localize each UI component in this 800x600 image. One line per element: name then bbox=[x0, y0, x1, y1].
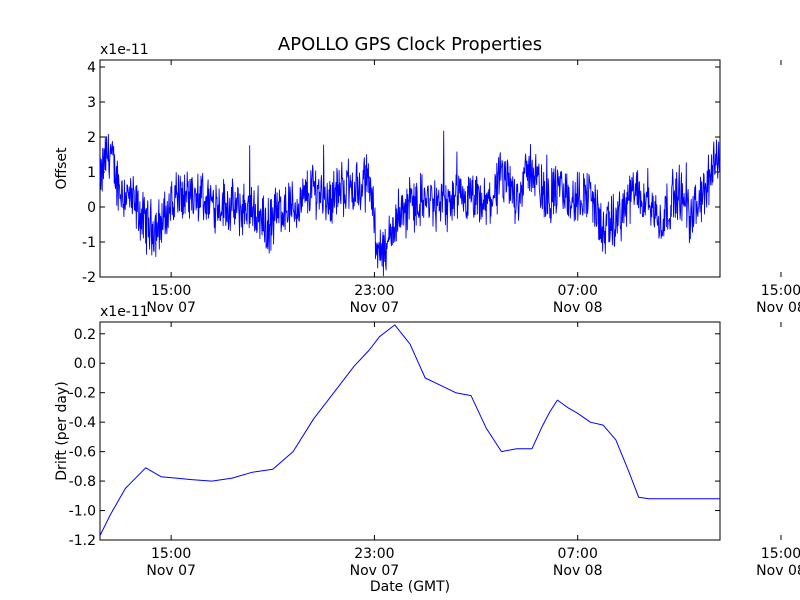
drift-xtick-time: 07:00 bbox=[558, 546, 598, 562]
offset-xtick-date: Nov 07 bbox=[350, 300, 400, 316]
x-axis-label: Date (GMT) bbox=[370, 579, 450, 595]
drift-ytick-label: 0.0 bbox=[74, 356, 96, 372]
drift-xtick-time: 23:00 bbox=[354, 546, 394, 562]
offset-xtick-date: Nov 08 bbox=[756, 300, 800, 316]
drift-ytick-label: -0.6 bbox=[69, 445, 96, 461]
drift-xtick-date: Nov 07 bbox=[146, 563, 196, 579]
offset-xtick-date: Nov 08 bbox=[553, 300, 603, 316]
offset-ytick-label: 2 bbox=[87, 130, 96, 146]
drift-axes-frame bbox=[99, 321, 721, 541]
offset-ytick-label: 4 bbox=[87, 60, 96, 76]
drift-xtick-date: Nov 07 bbox=[350, 563, 400, 579]
offset-ytick-label: 0 bbox=[87, 200, 96, 216]
drift-xtick-time: 15:00 bbox=[151, 546, 191, 562]
offset-ytick-label: 1 bbox=[87, 165, 96, 181]
drift-xtick-date: Nov 08 bbox=[756, 563, 800, 579]
offset-ytick-label: 3 bbox=[87, 95, 96, 111]
offset-xtick-time: 23:00 bbox=[354, 283, 394, 299]
drift-ytick-label: -1.0 bbox=[69, 504, 96, 520]
drift-xtick-date: Nov 08 bbox=[553, 563, 603, 579]
drift-y-multiplier: x1e-11 bbox=[100, 304, 149, 320]
offset-series-line bbox=[99, 130, 721, 277]
drift-ytick-label: -0.2 bbox=[69, 386, 96, 402]
drift-y-axis-label: Drift (per day) bbox=[54, 381, 70, 480]
offset-ytick-label: -2 bbox=[82, 270, 96, 286]
drift-series-line bbox=[99, 324, 720, 536]
drift-xtick-time: 15:00 bbox=[761, 546, 800, 562]
offset-y-multiplier: x1e-11 bbox=[100, 42, 149, 58]
drift-ytick-label: -1.2 bbox=[69, 533, 96, 549]
offset-xtick-time: 15:00 bbox=[151, 283, 191, 299]
offset-xtick-time: 15:00 bbox=[761, 283, 800, 299]
drift-ytick-label: 0.2 bbox=[74, 327, 96, 343]
offset-xtick-time: 07:00 bbox=[558, 283, 598, 299]
offset-xtick-date: Nov 07 bbox=[146, 300, 196, 316]
chart-title: APOLLO GPS Clock Properties bbox=[278, 34, 542, 55]
offset-y-axis-label: Offset bbox=[54, 147, 70, 190]
drift-ytick-label: -0.8 bbox=[69, 474, 96, 490]
drift-ytick-label: -0.4 bbox=[69, 415, 96, 431]
offset-ytick-label: -1 bbox=[82, 235, 96, 251]
